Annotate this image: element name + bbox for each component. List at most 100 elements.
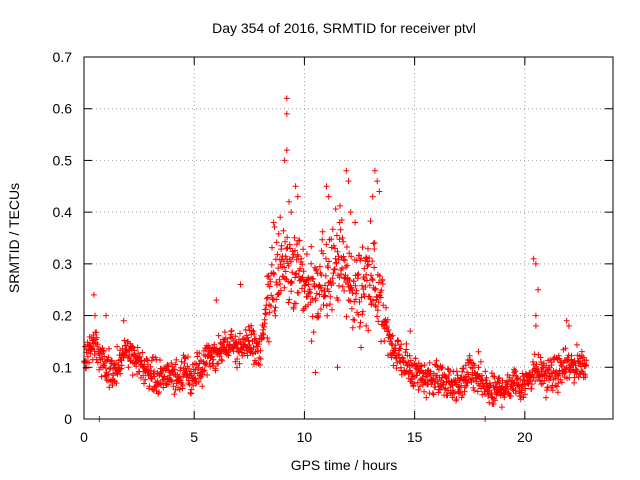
data-point	[187, 389, 194, 396]
data-point	[337, 202, 343, 209]
data-point	[139, 349, 146, 356]
data-point	[510, 380, 517, 387]
data-point	[475, 364, 482, 371]
data-point	[176, 376, 183, 383]
data-point	[173, 356, 180, 363]
data-point	[320, 302, 327, 308]
data-point	[117, 370, 124, 377]
y-tick-label: 0.4	[53, 204, 73, 220]
data-point	[138, 357, 145, 364]
data-point	[194, 353, 201, 360]
data-point	[135, 350, 142, 357]
data-point	[444, 392, 451, 399]
data-point	[276, 276, 283, 283]
data-point	[447, 368, 453, 374]
data-point	[346, 277, 353, 283]
data-point	[121, 337, 128, 344]
data-point	[168, 360, 175, 366]
data-point	[565, 322, 572, 329]
data-point	[195, 364, 202, 371]
data-point	[407, 328, 414, 335]
data-point	[321, 293, 328, 300]
data-point	[498, 404, 505, 411]
data-point	[325, 193, 332, 200]
data-point	[430, 391, 437, 398]
y-tick-label: 0.1	[53, 359, 73, 375]
data-point	[340, 238, 347, 245]
data-point	[317, 284, 324, 291]
data-point	[265, 338, 272, 345]
x-tick-label: 10	[297, 429, 313, 445]
data-point	[361, 265, 368, 272]
data-point	[131, 351, 138, 358]
data-point	[332, 255, 339, 262]
data-point	[106, 384, 113, 391]
data-point	[300, 307, 306, 314]
data-point	[486, 399, 493, 406]
data-point	[286, 296, 293, 303]
y-tick-label: 0.7	[53, 49, 73, 65]
data-point	[320, 250, 327, 257]
data-point	[127, 358, 134, 365]
data-point	[582, 374, 589, 381]
data-point	[532, 312, 539, 319]
data-point	[329, 226, 336, 233]
data-point	[406, 369, 413, 375]
data-point	[136, 368, 143, 375]
data-point	[278, 242, 285, 249]
data-point	[477, 358, 484, 365]
data-point	[292, 247, 298, 254]
data-point	[106, 345, 112, 352]
data-point	[289, 269, 296, 276]
data-point	[125, 364, 132, 371]
data-point	[233, 339, 240, 346]
data-point	[322, 282, 328, 289]
data-point	[332, 245, 338, 252]
data-point	[275, 265, 282, 272]
data-point	[403, 340, 410, 347]
data-point	[371, 239, 378, 246]
data-point	[539, 365, 546, 371]
data-point	[512, 390, 519, 397]
data-point	[250, 328, 257, 335]
data-point	[565, 357, 572, 364]
data-point	[396, 351, 403, 358]
data-point	[290, 305, 297, 312]
data-point	[368, 272, 374, 279]
data-point	[147, 363, 154, 370]
data-point	[453, 368, 460, 375]
data-point	[471, 387, 478, 394]
data-point	[248, 331, 255, 338]
data-point	[300, 268, 307, 275]
data-point	[285, 299, 292, 306]
data-point	[177, 367, 184, 374]
data-point	[237, 330, 243, 337]
data-point	[343, 167, 350, 174]
data-point	[270, 219, 277, 226]
data-point	[86, 359, 93, 366]
data-point	[114, 343, 121, 350]
data-point	[288, 209, 295, 216]
data-point	[109, 382, 116, 389]
data-point	[439, 364, 446, 371]
data-point	[271, 308, 278, 314]
data-point	[548, 359, 555, 366]
data-point	[534, 366, 541, 373]
data-point	[293, 241, 300, 248]
data-point	[492, 397, 498, 404]
data-point	[106, 365, 113, 372]
data-point	[444, 375, 451, 382]
x-axis-label: GPS time / hours	[291, 457, 398, 473]
data-point	[421, 388, 428, 395]
data-point	[164, 381, 171, 388]
data-point	[505, 389, 512, 396]
data-point	[292, 300, 299, 307]
data-point	[299, 261, 306, 268]
data-point	[512, 368, 519, 375]
data-point	[394, 338, 401, 345]
data-point	[148, 357, 155, 364]
data-point	[298, 255, 305, 262]
data-point	[383, 304, 389, 311]
data-point	[188, 386, 195, 393]
data-point	[552, 375, 559, 382]
